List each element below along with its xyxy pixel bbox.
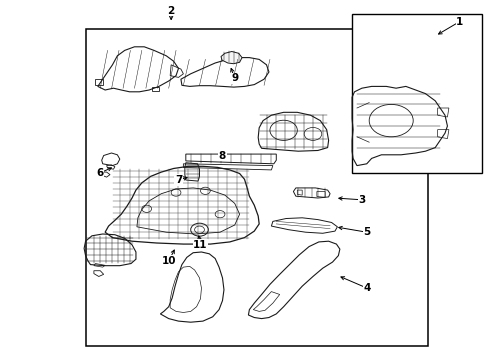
Text: 4: 4 — [362, 283, 370, 293]
Text: 8: 8 — [219, 150, 225, 161]
Text: 2: 2 — [167, 6, 174, 16]
Polygon shape — [221, 51, 242, 64]
Bar — [85, 29, 427, 346]
Text: 1: 1 — [455, 17, 462, 27]
Text: 11: 11 — [193, 240, 207, 250]
Text: 9: 9 — [231, 73, 238, 84]
Text: 6: 6 — [97, 168, 103, 178]
Bar — [351, 14, 481, 173]
Text: 3: 3 — [358, 195, 365, 205]
Text: 7: 7 — [174, 175, 182, 185]
Text: 10: 10 — [161, 256, 176, 266]
Text: 5: 5 — [363, 227, 369, 237]
